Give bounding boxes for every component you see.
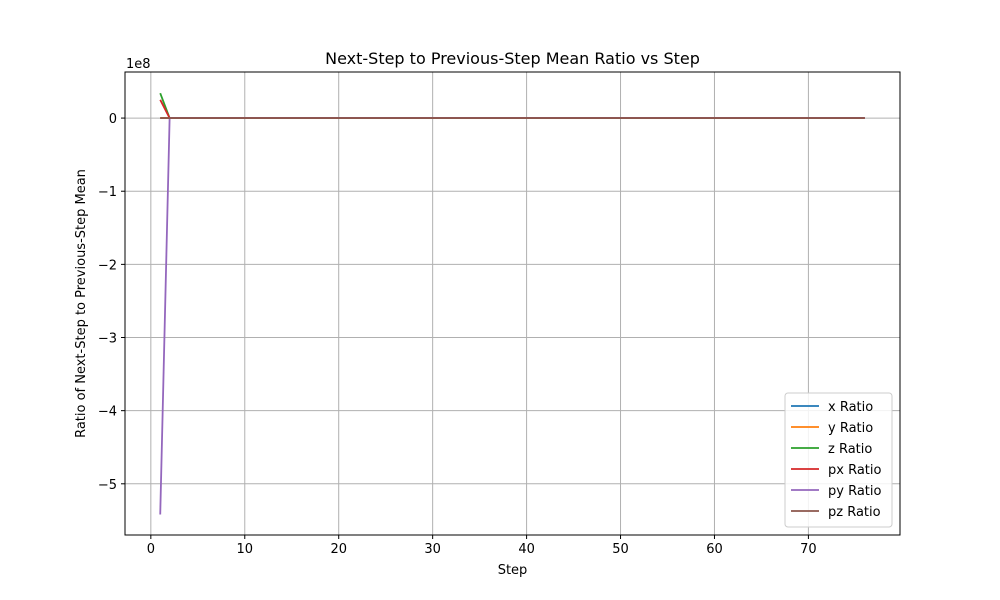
y-tick-label: 0 (109, 112, 117, 127)
x-tick-label: 40 (518, 542, 535, 557)
y-axis-label: Ratio of Next-Step to Previous-Step Mean (74, 169, 89, 438)
legend-label: x Ratio (828, 400, 873, 415)
legend-label: pz Ratio (828, 505, 881, 520)
x-tick-label: 60 (706, 542, 723, 557)
ticks: 0 10 20 30 40 50 60 70 0 −1 −2 −3 −4 −5 (98, 112, 817, 557)
x-tick-label: 50 (612, 542, 629, 557)
x-axis-label: Step (498, 563, 528, 578)
plot-frame (124, 71, 901, 536)
y-tick-label: −5 (98, 478, 117, 493)
legend-label: py Ratio (828, 484, 882, 499)
x-tick-label: 30 (424, 542, 441, 557)
y-offset-text: 1e8 (126, 57, 151, 72)
x-tick-label: 70 (800, 542, 817, 557)
legend-label: y Ratio (828, 421, 873, 436)
y-tick-label: −3 (98, 332, 117, 347)
y-tick-label: −2 (98, 258, 117, 273)
x-tick-label: 0 (147, 542, 155, 557)
y-tick-label: −4 (98, 405, 117, 420)
legend-label: px Ratio (828, 463, 882, 478)
y-tick-label: −1 (98, 185, 117, 200)
legend-label: z Ratio (828, 442, 872, 457)
series-lines (159, 92, 865, 515)
x-tick-label: 10 (236, 542, 253, 557)
chart-title: Next-Step to Previous-Step Mean Ratio vs… (325, 49, 700, 68)
legend: x Ratio y Ratio z Ratio px Ratio py Ratio pz … (784, 392, 893, 528)
x-tick-label: 20 (330, 542, 347, 557)
